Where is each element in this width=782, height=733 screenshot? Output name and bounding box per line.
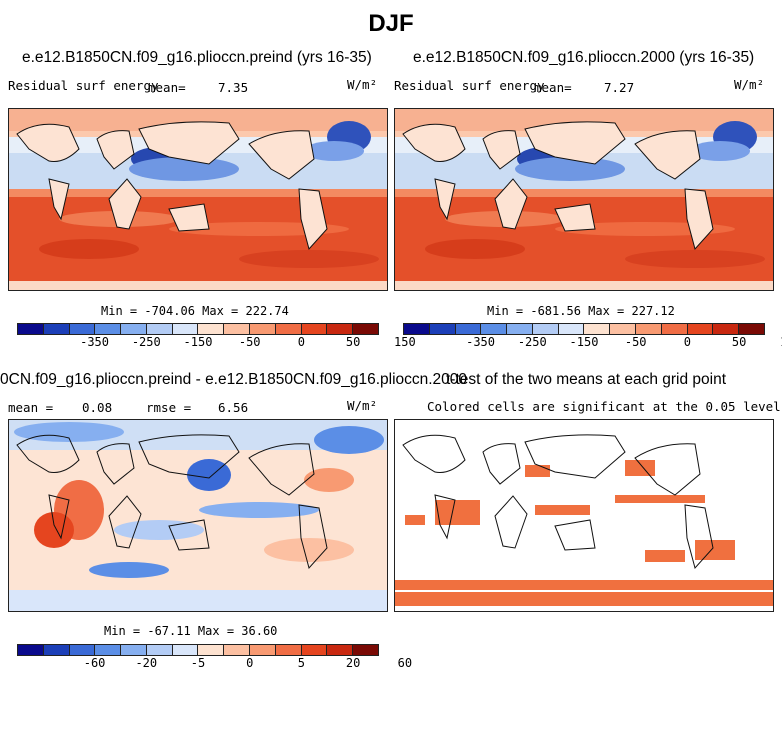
colorbar-2-tick-label: -50 [624,335,647,349]
panel-2-map [394,108,774,291]
panel-1-variable: Residual surf energy [8,78,159,93]
colorbar-2-swatch [636,324,662,334]
colorbar-2-tick-label: -250 [517,335,547,349]
panel-1-mean-value: 7.35 [218,80,249,95]
panel-3-minmax: Min = -67.11 Max = 36.60 [104,624,278,638]
colorbar-2-tick-label: 50 [731,335,747,349]
panel-3-mean-value: 0.08 [82,400,113,415]
colorbar-3-tick-label: -60 [83,656,106,670]
panel-2-colorbar-ticks: -350 -250 -150 -50 0 50 150 [403,335,782,351]
colorbar-1-tick-label: 50 [345,335,361,349]
colorbar-2-swatch [455,324,482,334]
colorbar-1-tick-label: -150 [183,335,213,349]
colorbar-3-swatch [275,645,302,655]
colorbar-2-swatch [687,324,714,334]
colorbar-2-swatch [507,324,533,334]
colorbar-2-tick-label: -150 [569,335,599,349]
colorbar-3-tick-label: 20 [345,656,361,670]
panel-2-mean-value: 7.27 [604,80,635,95]
colorbar-2-swatch [404,324,430,334]
colorbar-1-swatch [69,324,96,334]
season-title: DJF [368,10,414,37]
panel-3-units: W/m² [347,398,378,413]
colorbar-2-tick-label: 150 [780,335,782,349]
panel-2-variable: Residual surf energy [394,78,545,93]
colorbar-3-swatch [18,645,44,655]
colorbar-2-swatch [481,324,508,334]
panel-1-mean-label: mean= [148,80,186,95]
panel-3-colorbar [17,644,379,656]
colorbar-3-swatch [121,645,147,655]
colorbar-1-swatch [327,324,354,334]
colorbar-1-tick-label: -50 [238,335,261,349]
colorbar-1-swatch [198,324,225,334]
colorbar-1-swatch [43,324,70,334]
colorbar-3-tick-label: -20 [135,656,158,670]
colorbar-3-swatch [95,645,122,655]
colorbar-1-tick-label: -250 [131,335,161,349]
panel-1-units: W/m² [347,77,378,92]
colorbar-2-swatch [713,324,740,334]
colorbar-1-tick-label: 0 [297,335,306,349]
colorbar-1-swatch [172,324,199,334]
colorbar-3-tick-label: 60 [397,656,413,670]
panel-4-subtitle: Colored cells are significant at the 0.0… [427,399,781,414]
colorbar-3-tick-label: 0 [246,656,254,670]
colorbar-3-swatch [198,645,225,655]
colorbar-2-swatch [610,324,637,334]
panel-1-map [8,108,388,291]
colorbar-3-swatch [172,645,199,655]
panel-3-rmse-value: 6.56 [218,400,249,415]
colorbar-2-swatch [429,324,456,334]
colorbar-1-swatch [121,324,147,334]
panel-1-minmax: Min = -704.06 Max = 222.74 [101,304,289,318]
panel-2-mean-label: mean= [534,80,572,95]
colorbar-1-tick-label: -350 [80,335,110,349]
panel-3-title: 0CN.f09_g16.plioccn.preind - e.e12.B1850… [0,371,468,388]
colorbar-2-swatch [661,324,688,334]
colorbar-3-tick-label: -5 [190,656,206,670]
colorbar-3-swatch [146,645,173,655]
colorbar-3-swatch [69,645,96,655]
panel-4-map [394,419,774,612]
panel-3-rmse-label: rmse = [146,400,192,415]
panel-1-colorbar [17,323,379,335]
panel-1-title: e.e12.B1850CN.f09_g16.plioccn.preind (yr… [22,49,372,66]
panel-2-colorbar [403,323,765,335]
colorbar-2-swatch [532,324,559,334]
colorbar-1-swatch [224,324,251,334]
panel-3-mean-label: mean = [8,400,54,415]
colorbar-3-swatch [301,645,328,655]
panel-3-map [8,419,388,612]
panel-1-colorbar-ticks: -350 -250 -150 -50 0 50 150 [17,335,416,351]
colorbar-3-swatch [353,645,378,655]
colorbar-3-swatch [224,645,251,655]
colorbar-2-swatch [558,324,585,334]
panel-4-title: t-test of the two means at each grid poi… [446,371,727,388]
colorbar-3-tick-label: 5 [297,656,306,670]
panel-2-units: W/m² [734,77,765,92]
colorbar-1-swatch [146,324,173,334]
panel-3-colorbar-ticks: -60 -20 -5 0 5 20 60 [17,656,412,672]
colorbar-3-swatch [43,645,70,655]
colorbar-1-swatch [18,324,44,334]
colorbar-1-tick-label: 150 [394,335,416,349]
colorbar-2-swatch [584,324,611,334]
colorbar-2-swatch [739,324,764,334]
colorbar-3-swatch [250,645,276,655]
panel-2-title: e.e12.B1850CN.f09_g16.plioccn.2000 (yrs … [413,49,755,66]
colorbar-1-swatch [275,324,302,334]
colorbar-2-tick-label: 0 [683,335,692,349]
panel-2-minmax: Min = -681.56 Max = 227.12 [487,304,675,318]
colorbar-3-swatch [327,645,354,655]
colorbar-1-swatch [353,324,378,334]
colorbar-2-tick-label: -350 [466,335,496,349]
colorbar-1-swatch [301,324,328,334]
colorbar-1-swatch [95,324,122,334]
colorbar-1-swatch [250,324,276,334]
